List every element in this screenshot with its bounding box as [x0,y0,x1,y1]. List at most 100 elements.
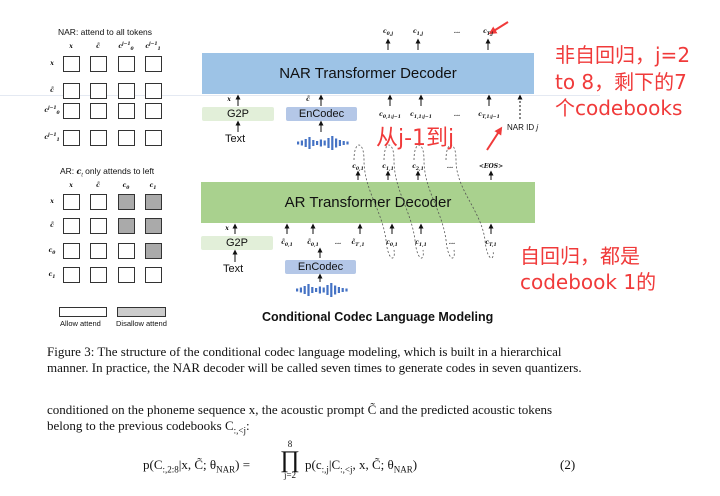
ar-waveform-icon [296,283,348,297]
ar-prompt-input-label-sub: T′,1 [355,243,365,249]
ar-x-label: x [225,225,229,232]
ar-prompt-input-label: c̃T′,1 [352,240,365,249]
nar-waveform-icon [297,136,349,150]
attention-cell [63,130,80,146]
paragraph-line-2-text: belong to the previous codebooks C [47,418,234,433]
ar-prompt-input-label: c̃0,1 [307,240,319,248]
nar-matrix-col-label: cj−10 [118,42,134,53]
nar-matrix-col-label: c̃ [96,44,100,50]
ar-g2p-box: G2P [201,236,273,250]
ar-prompt-input-label: c̃0,1 [281,239,293,248]
nar-input-label: cT,1:j−1 [478,111,500,121]
attention-cell [63,267,80,283]
paragraph-line-1: conditioned on the phoneme sequence x, t… [47,402,553,417]
nar-input-label-sub: T,1:j−1 [481,115,500,121]
ar-transformer-decoder: AR Transformer Decoder [201,182,535,223]
product-symbol: ∏ [280,447,300,473]
ar-input-label: cT,1 [485,239,496,248]
ar-output-label-base: <EOS> [478,163,504,170]
nar-note-line-3: 个codebooks [555,96,683,120]
autoregressive-loop-arrow [353,144,395,259]
nar-matrix-row-label-base: c [44,134,48,141]
nar-matrix-row-label: c̃ [50,88,54,94]
nar-matrix-col-label-sup: j−1 [121,42,131,47]
ar-output-label-sub: 0,1 [355,167,364,173]
nar-input-label-base: ... [453,111,461,118]
autoregressive-loop-arrow [413,144,455,259]
attention-cell [90,243,107,259]
nar-id-text: NAR ID [507,123,537,132]
attention-cell [63,218,80,234]
nar-output-label-base: ... [453,28,461,35]
attention-cell [90,267,107,283]
nar-matrix-col-label-sub: 0 [130,47,134,53]
nar-input-label-base: c [379,111,383,118]
ar-matrix-row-label-sub: 1 [52,275,56,281]
nar-matrix-row-label: cj−11 [44,133,59,143]
ar-matrix-col-label-base: x [69,182,73,189]
nar-input-label-sub: 0,1:j−1 [382,115,401,121]
equation-subscript: :,<j [340,464,353,475]
ar-output-label: <EOS> [479,164,503,170]
attention-cell [118,56,135,72]
attention-cell [118,218,135,234]
ar-matrix-row-label: c1 [48,271,56,281]
attention-cell [118,194,135,210]
ar-matrix-col-label-base: c [149,182,154,189]
attention-cell [118,243,135,259]
legend-allow-label: Allow attend [60,319,101,328]
ar-output-label-base: c [412,163,416,170]
red-arrow-top [488,21,509,35]
product-upper-limit: 8 [287,439,293,449]
nar-output-label-sub: 1,j [416,32,423,38]
ar-matrix-title: AR: ct only attends to left [60,166,154,179]
equation-product: 8 ∏ j=2 [278,440,302,480]
equation-term: p(c [305,457,322,472]
ar-input-label: ... [449,240,455,246]
equation-term: |x, C̃; θ [178,457,217,472]
ar-input-label: c0,1 [386,240,398,249]
attention-cell [63,194,80,210]
equation-term: ) [412,457,418,472]
autoregressive-loop-arrow [383,144,424,259]
nar-matrix-row-label-sup: j−1 [47,133,57,138]
attention-cell [63,103,80,119]
nar-output-label-sub: 0,j [386,32,393,38]
nar-matrix-col-label: cj−11 [145,42,160,52]
nar-output-label: c1,j [413,29,423,38]
ar-matrix-row-label-base: x [50,198,54,205]
product-lower-limit: j=2 [283,470,297,480]
ar-text-label: Text [223,263,244,275]
nar-output-label: c0,j [383,28,393,38]
ar-encodec-box: EnCodec [285,260,356,274]
nar-matrix-col-label-sup: j−1 [148,42,158,47]
ar-output-label-sub: 2,1 [415,167,424,173]
attention-cell [118,103,135,119]
nar-note-line-2: to 8，剩下的7 [555,70,687,94]
ar-input-label-base: ... [448,239,456,246]
nar-note-line-1: 非自回归，j=2 [555,43,691,67]
nar-input-label-base: c [478,111,482,118]
ar-note-line-1: 自回归，都是 [520,244,640,268]
nar-output-label-base: c [383,28,387,35]
ar-matrix-row-label-base: c [48,271,53,278]
equation-term: , x, C̃; θ [352,457,394,472]
equation-rhs: p(c:,j|C:,<j, x, C̃; θNAR) [305,457,418,475]
ar-prompt-input-label-base: c̃ [281,239,285,246]
nar-input-label-base: c [410,111,414,118]
ar-matrix-col-label-sub: 0 [126,186,130,192]
ar-title-sub: t [81,172,83,179]
ar-output-label: c0,1 [352,164,364,173]
nar-matrix-col-label-base: x [69,43,73,50]
ar-output-label-base: c [382,163,386,170]
nar-matrix-row-label: x [50,61,54,67]
ar-title-var: c [76,166,82,176]
ar-input-label-base: c [485,239,490,246]
nar-matrix-col-label-base: c̃ [96,43,100,50]
equation-term: p(C [143,457,163,472]
nar-matrix-title: NAR: attend to all tokens [58,27,153,37]
ar-input-label: c1,1 [415,240,427,248]
ar-input-label-sub: 0,1 [389,243,398,249]
ar-matrix-row-label: c0 [49,248,56,256]
legend-disallow-label: Disallow attend [116,319,167,328]
